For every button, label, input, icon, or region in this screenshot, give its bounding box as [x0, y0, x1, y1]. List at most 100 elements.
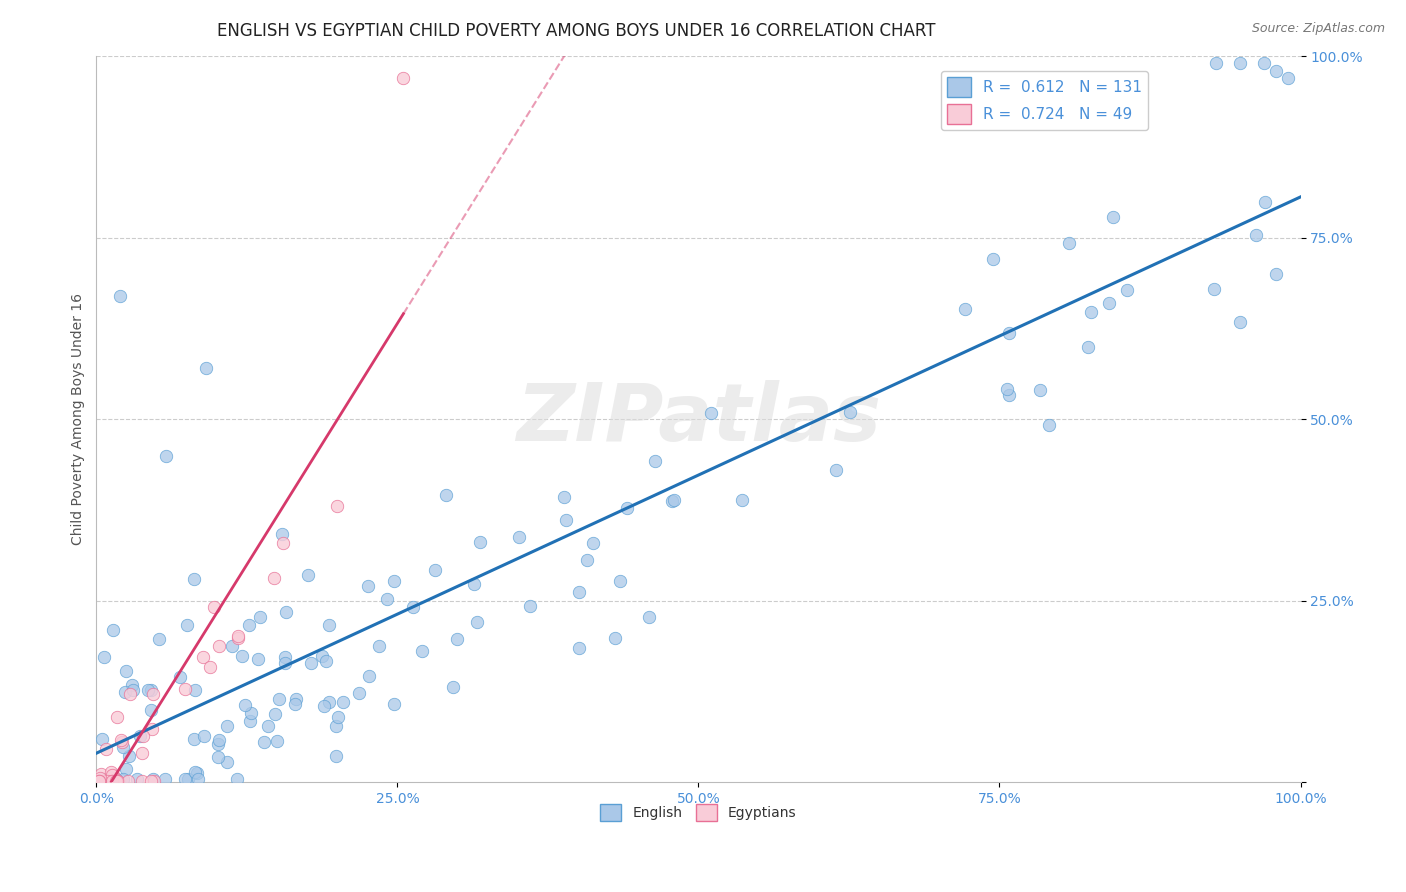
Point — [1098, 296, 1121, 310]
Point — [582, 536, 605, 550]
Point — [441, 680, 464, 694]
Point — [89, 773, 111, 788]
Point — [136, 682, 159, 697]
Point — [238, 618, 260, 632]
Point — [207, 749, 229, 764]
Point — [1229, 56, 1251, 70]
Point — [273, 656, 295, 670]
Point — [87, 773, 110, 788]
Point — [274, 606, 297, 620]
Point — [217, 756, 239, 770]
Point — [568, 585, 591, 599]
Point — [1080, 305, 1102, 319]
Text: ENGLISH VS EGYPTIAN CHILD POVERTY AMONG BOYS UNDER 16 CORRELATION CHART: ENGLISH VS EGYPTIAN CHILD POVERTY AMONG … — [217, 22, 936, 40]
Point — [1205, 56, 1227, 70]
Point — [101, 768, 124, 782]
Point — [638, 610, 661, 624]
Point — [108, 289, 131, 303]
Point — [375, 591, 398, 606]
Point — [284, 697, 307, 711]
Point — [111, 772, 134, 786]
Point — [187, 772, 209, 786]
Point — [174, 681, 197, 696]
Point — [115, 664, 138, 678]
Point — [184, 682, 207, 697]
Point — [274, 650, 297, 665]
Point — [112, 739, 135, 754]
Point — [1229, 314, 1251, 328]
Point — [125, 772, 148, 786]
Point — [318, 618, 340, 632]
Point — [257, 719, 280, 733]
Point — [208, 639, 231, 653]
Point — [91, 772, 114, 786]
Point — [576, 552, 599, 566]
Point — [183, 732, 205, 747]
Point — [465, 615, 488, 629]
Point — [285, 692, 308, 706]
Point — [328, 710, 350, 724]
Point — [953, 302, 976, 317]
Point — [325, 719, 347, 733]
Point — [121, 678, 143, 692]
Point — [142, 773, 165, 788]
Point — [111, 734, 134, 748]
Point — [100, 771, 122, 785]
Point — [100, 764, 122, 779]
Point — [87, 773, 110, 788]
Point — [93, 773, 115, 788]
Point — [155, 449, 177, 463]
Point — [104, 773, 127, 788]
Point — [107, 773, 129, 788]
Point — [1277, 70, 1299, 85]
Point — [118, 748, 141, 763]
Point — [101, 773, 124, 788]
Point — [217, 719, 239, 733]
Point — [1265, 267, 1288, 281]
Point — [93, 649, 115, 664]
Point — [1246, 227, 1268, 242]
Point — [263, 571, 285, 585]
Point — [1077, 340, 1099, 354]
Point — [174, 772, 197, 786]
Point — [266, 734, 288, 748]
Point — [264, 706, 287, 721]
Point — [128, 729, 150, 743]
Point — [110, 733, 132, 747]
Point — [312, 699, 335, 714]
Point — [94, 773, 117, 788]
Point — [226, 631, 249, 645]
Point — [101, 768, 124, 782]
Point — [105, 710, 128, 724]
Y-axis label: Child Poverty Among Boys Under 16: Child Poverty Among Boys Under 16 — [72, 293, 86, 545]
Point — [183, 572, 205, 586]
Point — [117, 773, 139, 788]
Point — [226, 629, 249, 643]
Point — [132, 730, 155, 744]
Point — [998, 326, 1021, 341]
Point — [87, 773, 110, 788]
Point — [202, 599, 225, 614]
Text: Source: ZipAtlas.com: Source: ZipAtlas.com — [1251, 22, 1385, 36]
Point — [603, 631, 626, 645]
Point — [508, 530, 530, 544]
Point — [839, 405, 862, 419]
Point — [315, 654, 337, 668]
Point — [382, 574, 405, 588]
Point — [609, 574, 631, 588]
Point — [231, 648, 253, 663]
Point — [141, 682, 163, 697]
Point — [347, 686, 370, 700]
Point — [247, 652, 270, 666]
Point — [91, 772, 114, 786]
Point — [568, 640, 591, 655]
Point — [141, 722, 163, 736]
Point — [1265, 63, 1288, 78]
Point — [131, 746, 153, 760]
Point — [367, 639, 389, 653]
Point — [271, 527, 294, 541]
Point — [96, 773, 118, 788]
Point — [267, 692, 290, 706]
Point — [114, 685, 136, 699]
Point — [91, 731, 114, 746]
